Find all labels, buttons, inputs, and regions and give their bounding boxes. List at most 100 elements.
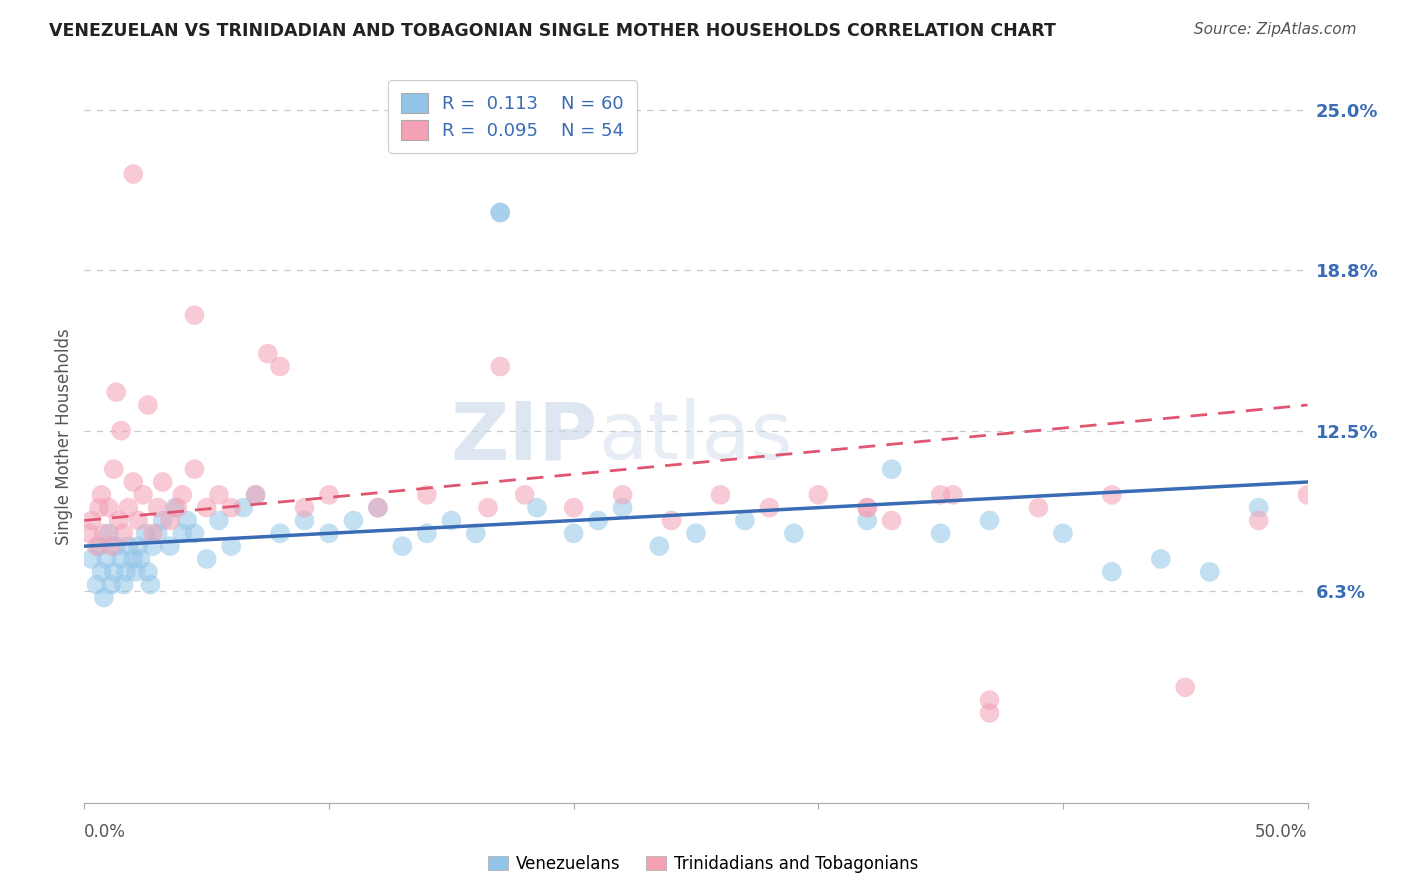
Point [115,565,138,579]
Point [93,526,115,541]
Point [318,488,340,502]
Point [105,539,128,553]
Point [100,577,122,591]
Point [183,462,205,476]
Point [342,514,364,528]
Point [97,526,120,541]
Point [648,539,671,553]
Point [110,424,132,438]
Point [77,526,100,541]
Point [125,565,148,579]
Point [105,385,128,400]
Point [87,500,110,515]
Point [163,500,186,515]
Point [464,526,486,541]
Legend: Venezuelans, Trinidadians and Tobagonians: Venezuelans, Trinidadians and Tobagonian… [481,848,925,880]
Point [112,526,135,541]
Point [1101,488,1123,502]
Point [142,526,165,541]
Point [127,539,149,553]
Point [758,500,780,515]
Point [183,308,205,322]
Point [172,526,194,541]
Legend: R =  0.113    N = 60, R =  0.095    N = 54: R = 0.113 N = 60, R = 0.095 N = 54 [388,80,637,153]
Point [269,359,291,374]
Point [93,591,115,605]
Point [146,526,169,541]
Point [146,500,169,515]
Point [1101,565,1123,579]
Point [979,693,1001,707]
Point [783,526,806,541]
Point [183,526,205,541]
Point [135,526,157,541]
Point [117,500,139,515]
Point [391,539,413,553]
Point [416,526,439,541]
Text: VENEZUELAN VS TRINIDADIAN AND TOBAGONIAN SINGLE MOTHER HOUSEHOLDS CORRELATION CH: VENEZUELAN VS TRINIDADIAN AND TOBAGONIAN… [49,22,1056,40]
Point [152,514,174,528]
Point [562,500,585,515]
Point [195,552,218,566]
Point [86,539,108,553]
Point [318,526,340,541]
Point [245,488,267,502]
Point [562,526,585,541]
Point [929,526,952,541]
Point [1247,500,1270,515]
Point [709,488,731,502]
Point [219,539,242,553]
Point [1296,488,1319,502]
Point [942,488,965,502]
Point [90,488,112,502]
Point [586,514,609,528]
Point [127,514,149,528]
Text: 50.0%: 50.0% [1256,823,1308,841]
Point [661,514,683,528]
Point [103,462,125,476]
Text: ZIP: ZIP [451,398,598,476]
Point [87,539,110,553]
Point [513,488,536,502]
Point [208,514,231,528]
Point [257,346,280,360]
Point [734,514,756,528]
Point [294,514,316,528]
Point [489,205,512,219]
Point [440,514,463,528]
Point [807,488,830,502]
Point [107,514,129,528]
Point [208,488,231,502]
Point [172,488,194,502]
Point [136,565,159,579]
Text: Source: ZipAtlas.com: Source: ZipAtlas.com [1194,22,1357,37]
Y-axis label: Single Mother Households: Single Mother Households [55,329,73,545]
Point [416,488,439,502]
Point [86,577,108,591]
Point [856,500,879,515]
Point [477,500,499,515]
Point [685,526,707,541]
Point [136,398,159,412]
Point [219,500,242,515]
Point [96,552,118,566]
Point [979,514,1001,528]
Point [139,577,162,591]
Point [80,552,103,566]
Point [159,514,181,528]
Point [929,488,952,502]
Point [122,167,145,181]
Point [110,552,132,566]
Point [159,539,181,553]
Point [1150,552,1173,566]
Point [880,514,903,528]
Point [97,500,120,515]
Point [117,539,139,553]
Point [294,500,316,515]
Point [856,500,879,515]
Point [880,462,903,476]
Point [122,475,145,489]
Text: atlas: atlas [598,398,793,476]
Point [176,514,198,528]
Point [166,500,188,515]
